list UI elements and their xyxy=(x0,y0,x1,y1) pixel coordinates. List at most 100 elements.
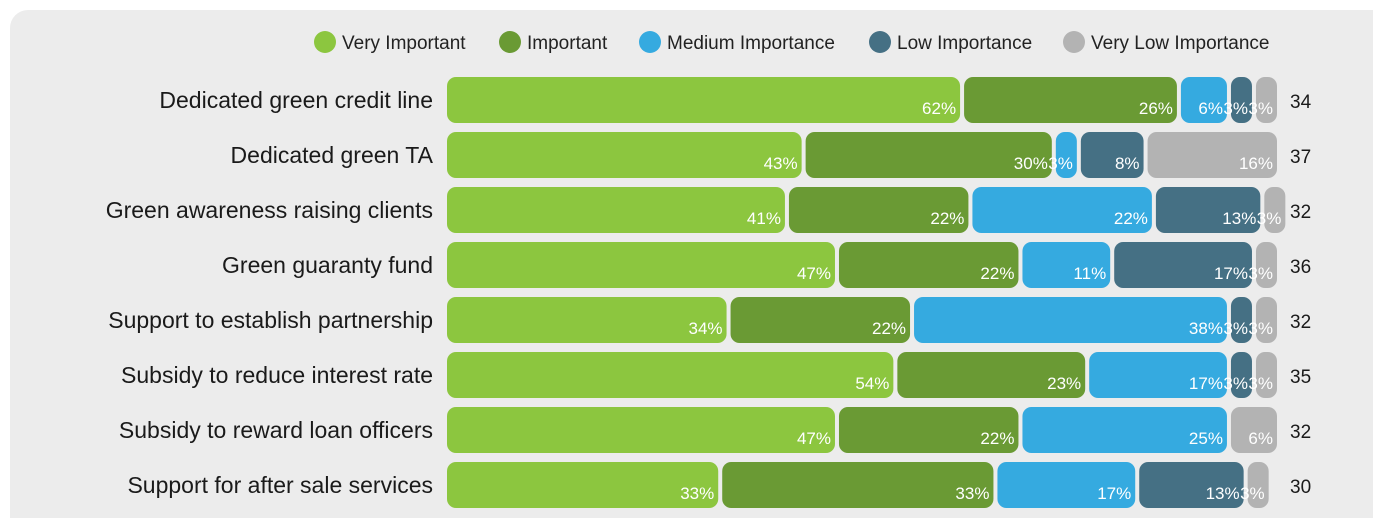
bar-segment-low-importance xyxy=(1155,187,1261,233)
bar-value-label: 30% xyxy=(1014,154,1048,173)
bar-segment-very-low-importance xyxy=(1255,352,1277,398)
bar-segment-medium-importance xyxy=(1022,242,1111,288)
bar-segment-very-low-importance xyxy=(1255,77,1277,123)
legend: Very Important Important Medium Importance… xyxy=(314,31,1269,54)
bar-value-label: 6% xyxy=(1248,429,1273,448)
row-total-label: 34 xyxy=(1290,92,1312,113)
bar-value-label: 33% xyxy=(955,484,989,503)
bar-value-label: 22% xyxy=(980,264,1014,283)
row-total-label: 32 xyxy=(1290,312,1311,333)
bar-segment-important xyxy=(838,242,1019,288)
bar-row-subsidy-to-reward-loan-officers: Subsidy to reward loan officers 47% 22% 25%… xyxy=(119,407,1311,453)
bar-value-label: 25% xyxy=(1189,429,1223,448)
bar-value-label: 22% xyxy=(872,319,906,338)
legend-swatch-important xyxy=(499,31,521,53)
bar-segment-low-importance xyxy=(1114,242,1252,288)
bar-segment-medium-importance xyxy=(1180,77,1227,123)
legend-label: Low Importance xyxy=(897,33,1032,54)
bar-segment-important xyxy=(730,297,911,343)
bar-value-label: 3% xyxy=(1248,99,1273,118)
bar-segment-very-important xyxy=(447,242,835,288)
bar-value-label: 16% xyxy=(1239,154,1273,173)
bar-segment-important xyxy=(897,352,1086,398)
bar-segment-very-important xyxy=(447,77,961,123)
category-label: Subsidy to reward loan officers xyxy=(119,417,433,443)
bar-row-support-to-establish-partnership: Support to establish partnership 34% 22% 38… xyxy=(108,297,1311,343)
legend-swatch-medium-importance xyxy=(639,31,661,53)
row-total-label: 37 xyxy=(1290,147,1311,168)
bar-segment-medium-importance xyxy=(972,187,1152,233)
bar-value-label: 3% xyxy=(1223,319,1248,338)
bar-row-support-for-after-sale-services: Support for after sale services 33% 33% 17%… xyxy=(127,462,1311,508)
bar-value-label: 3% xyxy=(1223,374,1248,393)
bar-segment-very-low-importance xyxy=(1264,187,1286,233)
bar-value-label: 34% xyxy=(689,319,723,338)
bar-segment-very-low-importance xyxy=(1255,242,1277,288)
bar-value-label: 43% xyxy=(764,154,798,173)
bar-segment-important xyxy=(805,132,1052,178)
legend-swatch-very-important xyxy=(314,31,336,53)
legend-item-medium-importance: Medium Importance xyxy=(639,31,835,54)
bar-segment-low-importance xyxy=(1230,77,1252,123)
bar-value-label: 41% xyxy=(747,209,781,228)
category-label: Support to establish partnership xyxy=(108,307,433,333)
bar-value-label: 3% xyxy=(1048,154,1073,173)
legend-swatch-low-importance xyxy=(869,31,891,53)
bar-row-green-awareness-raising-clients: Green awareness raising clients 41% 22% 22%… xyxy=(106,187,1311,233)
row-total-label: 35 xyxy=(1290,367,1311,388)
bar-segment-very-important xyxy=(447,407,835,453)
bar-value-label: 3% xyxy=(1240,484,1265,503)
bar-segment-low-importance xyxy=(1080,132,1144,178)
bar-segment-very-low-importance xyxy=(1255,297,1277,343)
bar-row-dedicated-green-ta: Dedicated green TA 43% 30% 3% 8% 16% 37 xyxy=(231,132,1311,178)
bar-segment-important xyxy=(838,407,1019,453)
bar-value-label: 3% xyxy=(1248,264,1273,283)
bar-value-label: 17% xyxy=(1097,484,1131,503)
legend-label: Important xyxy=(527,33,608,54)
legend-swatch-very-low-importance xyxy=(1063,31,1085,53)
legend-item-low-importance: Low Importance xyxy=(869,31,1032,54)
row-total-label: 32 xyxy=(1290,202,1311,223)
bar-segment-very-low-importance xyxy=(1247,462,1269,508)
bar-segment-very-important xyxy=(447,352,894,398)
bar-segment-important xyxy=(722,462,994,508)
bar-value-label: 54% xyxy=(855,374,889,393)
bar-segment-important xyxy=(964,77,1177,123)
category-label: Dedicated green TA xyxy=(231,142,434,168)
bar-value-label: 47% xyxy=(797,429,831,448)
bar-value-label: 3% xyxy=(1248,319,1273,338)
category-label: Green awareness raising clients xyxy=(106,197,433,223)
legend-label: Medium Importance xyxy=(667,33,835,54)
bar-value-label: 8% xyxy=(1115,154,1140,173)
legend-item-very-important: Very Important xyxy=(314,31,466,54)
bar-segment-very-low-importance xyxy=(1147,132,1277,178)
bar-value-label: 22% xyxy=(1114,209,1148,228)
bar-segment-medium-importance xyxy=(1089,352,1227,398)
category-label: Dedicated green credit line xyxy=(159,87,433,113)
bar-segment-medium-importance xyxy=(997,462,1136,508)
bar-value-label: 6% xyxy=(1198,99,1223,118)
bar-segment-important xyxy=(788,187,969,233)
bar-value-label: 11% xyxy=(1073,264,1106,283)
bar-segment-medium-importance xyxy=(914,297,1227,343)
row-total-label: 30 xyxy=(1290,477,1311,498)
category-label: Support for after sale services xyxy=(127,472,433,498)
bar-row-dedicated-green-credit-line: Dedicated green credit line 62% 26% 6% 3% 3% 3… xyxy=(159,77,1312,123)
bar-row-green-guaranty-fund: Green guaranty fund 47% 22% 11% 17% 3% 36 xyxy=(222,242,1311,288)
bar-value-label: 38% xyxy=(1189,319,1223,338)
bar-segment-very-important xyxy=(447,132,802,178)
bar-value-label: 13% xyxy=(1206,484,1240,503)
bar-segment-medium-importance xyxy=(1022,407,1227,453)
bar-value-label: 3% xyxy=(1248,374,1273,393)
bar-segment-low-importance xyxy=(1230,352,1252,398)
bar-segment-low-importance xyxy=(1139,462,1244,508)
bar-value-label: 23% xyxy=(1047,374,1081,393)
bar-segment-very-important xyxy=(447,462,719,508)
bar-segment-medium-importance xyxy=(1055,132,1077,178)
bar-value-label: 17% xyxy=(1189,374,1223,393)
bar-segment-very-low-importance xyxy=(1230,407,1277,453)
row-total-label: 32 xyxy=(1290,422,1311,443)
category-label: Subsidy to reduce interest rate xyxy=(121,362,433,388)
bar-value-label: 3% xyxy=(1223,99,1248,118)
